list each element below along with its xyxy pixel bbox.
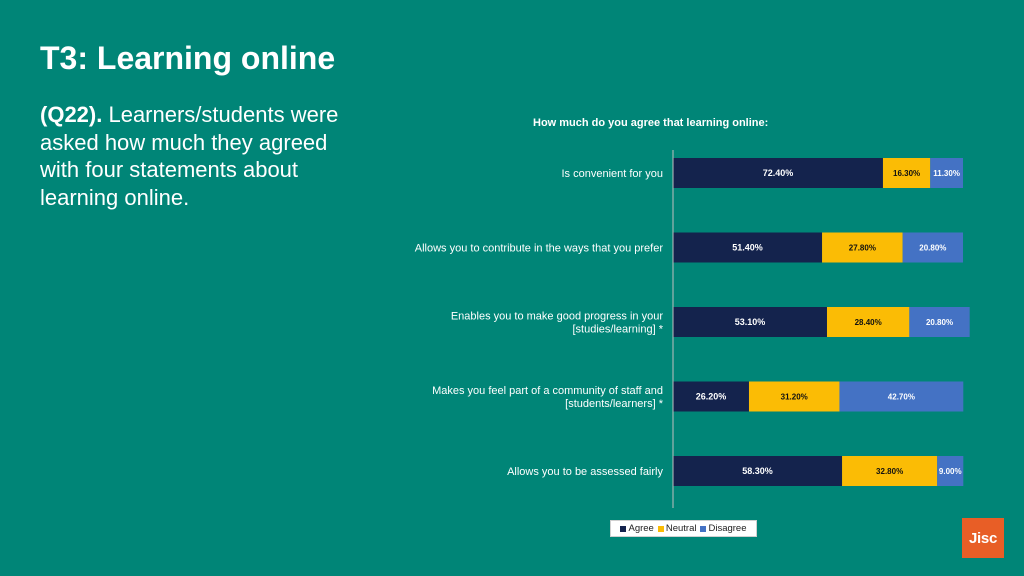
category-label-0: Is convenient for you <box>561 168 663 180</box>
data-label-disagree-3: 42.70% <box>888 393 915 402</box>
bar-agree-0 <box>673 158 883 188</box>
data-label-agree-2: 53.10% <box>735 317 766 327</box>
jisc-logo: Jisc <box>962 518 1004 558</box>
legend-item-disagree: Disagree <box>700 523 747 534</box>
question-number: (Q22). <box>40 102 103 127</box>
legend-label-agree: Agree <box>628 523 654 534</box>
legend-item-agree: Agree <box>620 523 654 534</box>
data-label-neutral-4: 32.80% <box>876 467 903 476</box>
bar-agree-4 <box>673 456 843 486</box>
data-label-disagree-4: 9.00% <box>939 467 962 476</box>
bar-disagree-4 <box>937 456 964 486</box>
bar-neutral-2 <box>826 307 910 337</box>
legend-item-neutral: Neutral <box>657 523 697 534</box>
data-label-disagree-2: 20.80% <box>926 318 953 327</box>
slide-title: T3: Learning online <box>40 40 336 76</box>
chart-title: How much do you agree that learning onli… <box>533 117 769 129</box>
legend-swatch-disagree <box>700 525 707 532</box>
intro-text: (Q22). Learners/students were asked how … <box>40 101 370 211</box>
bar-neutral-4 <box>842 456 938 486</box>
data-label-agree-3: 26.20% <box>696 392 727 402</box>
category-label-4: Allows you to be assessed fairly <box>507 466 663 478</box>
chart-legend: Agree Neutral Disagree <box>610 520 757 537</box>
data-label-agree-1: 51.40% <box>732 243 763 253</box>
category-label-3: Makes you feel part of a community of st… <box>432 385 664 410</box>
legend-label-disagree: Disagree <box>708 523 747 534</box>
data-label-neutral-0: 16.30% <box>893 169 920 178</box>
bar-agree-2 <box>673 307 827 337</box>
data-label-disagree-1: 20.80% <box>919 244 946 253</box>
bar-neutral-0 <box>882 158 931 188</box>
intro-description: Learners/students were asked how much th… <box>40 102 339 210</box>
bar-disagree-1 <box>902 232 963 263</box>
data-label-agree-0: 72.40% <box>763 168 794 178</box>
bar-neutral-1 <box>822 232 903 263</box>
legend-label-neutral: Neutral <box>665 523 697 534</box>
bar-agree-3 <box>673 381 749 412</box>
data-label-neutral-2: 28.40% <box>855 318 882 327</box>
category-label-2: Enables you to make good progress in you… <box>451 311 664 336</box>
data-label-neutral-3: 31.20% <box>781 393 808 402</box>
bar-disagree-0 <box>930 158 963 188</box>
bar-agree-1 <box>673 232 823 263</box>
data-label-disagree-0: 11.30% <box>933 169 960 178</box>
category-label-1: Allows you to contribute in the ways tha… <box>415 243 664 255</box>
legend-swatch-agree <box>620 525 627 532</box>
data-label-neutral-1: 27.80% <box>849 244 876 253</box>
bar-disagree-3 <box>839 381 964 412</box>
bar-disagree-2 <box>909 307 970 337</box>
legend-swatch-neutral <box>657 525 664 532</box>
data-label-agree-4: 58.30% <box>742 466 773 476</box>
bar-neutral-3 <box>748 381 840 412</box>
